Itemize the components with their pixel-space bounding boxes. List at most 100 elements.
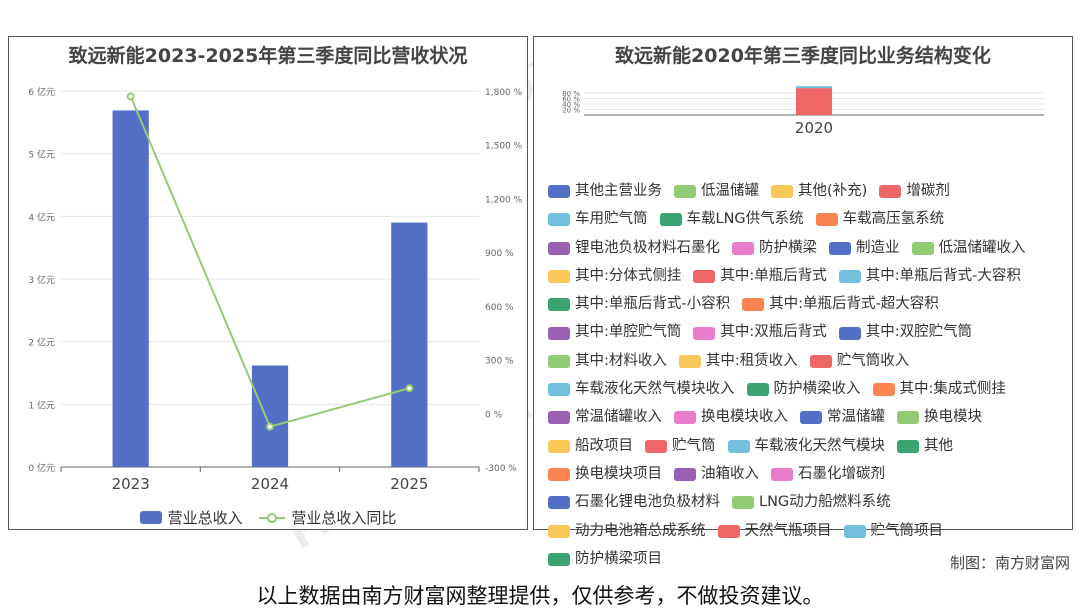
legend-item[interactable]: 车载高压氢系统: [815, 207, 945, 232]
legend-swatch: [548, 241, 570, 255]
legend-label: 换电模块项目: [575, 465, 662, 482]
legend-item[interactable]: 车载液化天然气模块收入: [548, 377, 735, 402]
legend-label: 常温储罐: [827, 409, 885, 426]
legend-label: 其中:双腔贮气筒: [865, 324, 973, 341]
right-chart-title: 致远新能2020年第三季度同比业务结构变化: [615, 45, 991, 67]
legend-item[interactable]: 贮气筒项目: [843, 519, 943, 544]
bar-segment-top: [796, 86, 832, 89]
bar-2024: [251, 365, 289, 467]
legend-item[interactable]: 动力电池箱总成系统: [548, 519, 706, 544]
legend-item[interactable]: LNG动力船燃料系统: [732, 490, 891, 515]
legend-item[interactable]: 其中:双腔贮气筒: [838, 320, 973, 345]
legend-item[interactable]: 防护横梁: [732, 236, 817, 261]
legend-item[interactable]: 其中:单瓶后背式-小容积: [548, 292, 730, 317]
legend-label: 低温储罐收入: [938, 239, 1026, 256]
legend-label: 换电模块: [924, 409, 982, 426]
legend-item[interactable]: 其他: [897, 434, 953, 459]
legend-item[interactable]: 其中:单瓶后背式: [693, 264, 827, 289]
legend-item[interactable]: 锂电池负极材料石墨化: [548, 236, 720, 261]
legend-label: 低温储罐: [701, 183, 759, 199]
legend-label: 贮气筒: [672, 437, 716, 454]
legend-swatch: [548, 185, 570, 199]
chart-credit: 制图：南方财富网: [949, 554, 1070, 572]
legend-swatch: [548, 298, 570, 312]
legend-label: 其中:双瓶后背式: [720, 324, 827, 341]
legend-item[interactable]: 常温储罐: [800, 405, 885, 430]
legend-label: 船改项目: [575, 437, 633, 454]
legend-item[interactable]: 其中:租赁收入: [678, 349, 798, 374]
y-tick-label: 20 %: [562, 107, 580, 115]
legend-item[interactable]: 车载LNG供气系统: [659, 207, 804, 232]
y-tick-label: 60 %: [562, 96, 580, 104]
legend-item[interactable]: 油箱收入: [674, 462, 759, 487]
y-tick-label: 4 亿元: [28, 211, 55, 223]
legend-item[interactable]: 常温储罐收入: [548, 405, 662, 430]
legend-label: 天然气瓶项目: [744, 522, 832, 539]
legend-label: 其中:单瓶后背式-小容积: [575, 296, 731, 313]
legend-label: 其他: [924, 437, 953, 454]
legend-swatch: [815, 213, 838, 227]
legend-line-swatch: [259, 511, 286, 524]
legend-item[interactable]: 换电模块收入: [674, 405, 788, 430]
legend-item[interactable]: 其中:单瓶后背式-超大容积: [742, 292, 939, 317]
legend-label: 贮气筒收入: [836, 352, 910, 369]
legend-label: LNG动力船燃料系统: [759, 494, 891, 511]
y2-tick-label: 1,800 %: [485, 88, 523, 98]
legend-swatch: [838, 326, 861, 340]
left-chart-title: 致远新能2023-2025年第三季度同比营收状况: [68, 45, 468, 67]
legend-swatch: [771, 185, 793, 199]
legend-swatch: [800, 411, 822, 425]
legend-item[interactable]: 防护横梁收入: [746, 377, 861, 402]
legend-label: 其中:单腔贮气筒: [575, 324, 682, 341]
legend-item[interactable]: 其中:分体式侧挂: [548, 264, 681, 289]
yoy-point-2025: [405, 384, 414, 393]
legend-label: 其中:集成式侧挂: [899, 381, 1006, 398]
legend-label: 常温储罐收入: [575, 409, 662, 426]
y2-tick-label: 900 %: [485, 249, 514, 259]
bar-2025: [391, 222, 428, 467]
legend-swatch: [872, 383, 895, 397]
legend-item[interactable]: 贮气筒: [645, 434, 716, 459]
y-tick-label: 3 亿元: [28, 274, 55, 286]
legend-item[interactable]: 其中:集成式侧挂: [872, 377, 1006, 402]
legend-item[interactable]: 其中:单腔贮气筒: [548, 320, 681, 345]
legend-item[interactable]: 增碳剂: [879, 179, 950, 204]
legend-item-yoy[interactable]: 营业总收入同比: [259, 507, 396, 528]
legend-item[interactable]: 其中:材料收入: [548, 349, 667, 374]
y2-tick-label: 1,500 %: [485, 142, 523, 152]
legend-item[interactable]: 贮气筒收入: [809, 349, 910, 374]
x-tick-label: 2023: [112, 475, 150, 493]
legend-swatch: [548, 354, 570, 368]
legend-item[interactable]: 船改项目: [548, 434, 633, 459]
legend-item[interactable]: 车载液化天然气模块: [727, 434, 886, 459]
legend-item[interactable]: 石墨化锂电池负极材料: [548, 490, 720, 515]
legend-item[interactable]: 其他主营业务: [548, 179, 662, 204]
legend-item[interactable]: 其他(补充): [771, 179, 867, 204]
legend-label: 其中:单瓶后背式: [720, 267, 827, 284]
legend-item[interactable]: 其中:单瓶后背式-大容积: [838, 264, 1021, 289]
legend-item[interactable]: 其中:双瓶后背式: [693, 320, 827, 345]
legend-item[interactable]: 换电模块: [897, 405, 982, 430]
legend-item[interactable]: 车用贮气筒: [548, 207, 648, 232]
legend-item[interactable]: 制造业: [829, 236, 900, 261]
legend-label: 石墨化锂电池负极材料: [575, 494, 720, 511]
legend-swatch: [548, 524, 570, 538]
y2-tick-label: 1,200 %: [485, 195, 523, 205]
legend-item[interactable]: 低温储罐收入: [911, 236, 1026, 261]
legend-swatch: [548, 269, 570, 283]
legend-swatch: [693, 326, 716, 340]
left-chart-svg: 6 亿元 5 亿元 4 亿元 3 亿元 2 亿元 1 亿元 0 亿元 1,800 % 1,500…: [28, 86, 523, 493]
legend-label: 其中:单瓶后背式-超大容积: [769, 296, 939, 313]
bar-2023: [112, 110, 149, 467]
legend-item[interactable]: 石墨化增碳剂: [771, 462, 885, 487]
y2-tick-label: 0 %: [485, 410, 503, 420]
y-tick-label: 5 亿元: [28, 149, 55, 161]
legend-item[interactable]: 防护横梁项目: [548, 547, 662, 572]
legend-swatch: [548, 496, 570, 510]
legend-item[interactable]: 低温储罐: [674, 179, 759, 204]
legend-label: 车载液化天然气模块: [754, 437, 886, 454]
legend-item-revenue[interactable]: 营业总收入: [139, 507, 243, 528]
legend-label: 车载高压氢系统: [842, 211, 945, 228]
legend-item[interactable]: 换电模块项目: [548, 462, 662, 487]
legend-item[interactable]: 天然气瓶项目: [717, 519, 832, 544]
